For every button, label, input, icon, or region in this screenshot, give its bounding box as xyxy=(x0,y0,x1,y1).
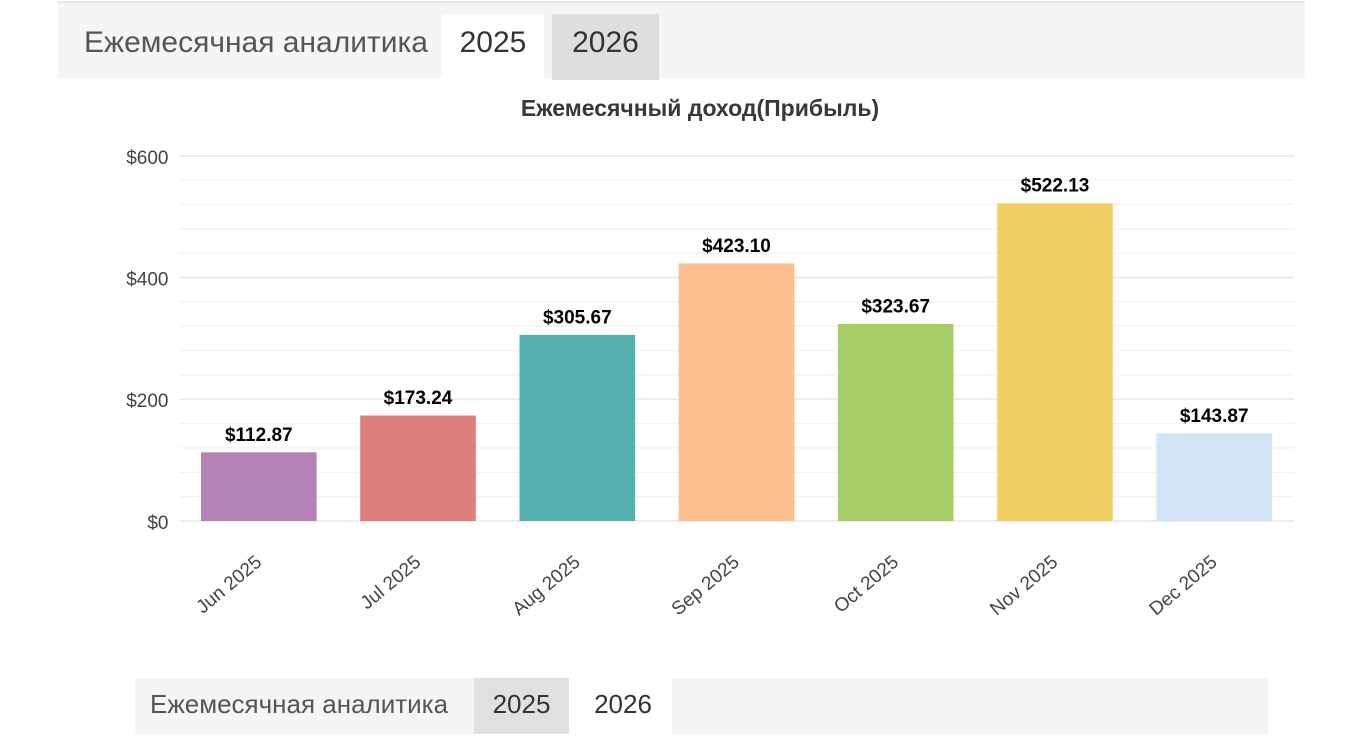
svg-text:$173.24: $173.24 xyxy=(384,388,453,409)
svg-text:Ежемесячный доход(Прибыль): Ежемесячный доход(Прибыль) xyxy=(521,95,879,121)
svg-text:$423.10: $423.10 xyxy=(702,236,771,257)
svg-text:Oct 2025: Oct 2025 xyxy=(830,552,903,618)
svg-text:Aug 2025: Aug 2025 xyxy=(509,552,585,620)
svg-text:Jun 2025: Jun 2025 xyxy=(193,552,266,618)
svg-text:$143.87: $143.87 xyxy=(1180,406,1249,427)
svg-text:$305.67: $305.67 xyxy=(543,307,612,328)
svg-text:Sep 2025: Sep 2025 xyxy=(668,552,744,620)
svg-text:$600: $600 xyxy=(126,148,168,169)
svg-text:$200: $200 xyxy=(126,391,168,412)
svg-text:Dec 2025: Dec 2025 xyxy=(1146,552,1222,620)
svg-text:$323.67: $323.67 xyxy=(861,297,930,318)
svg-text:$400: $400 xyxy=(126,270,168,291)
svg-text:$0: $0 xyxy=(147,513,168,534)
svg-text:$112.87: $112.87 xyxy=(225,425,293,446)
svg-text:$522.13: $522.13 xyxy=(1021,176,1090,197)
svg-text:Jul 2025: Jul 2025 xyxy=(357,552,426,614)
svg-text:Nov 2025: Nov 2025 xyxy=(986,552,1062,620)
